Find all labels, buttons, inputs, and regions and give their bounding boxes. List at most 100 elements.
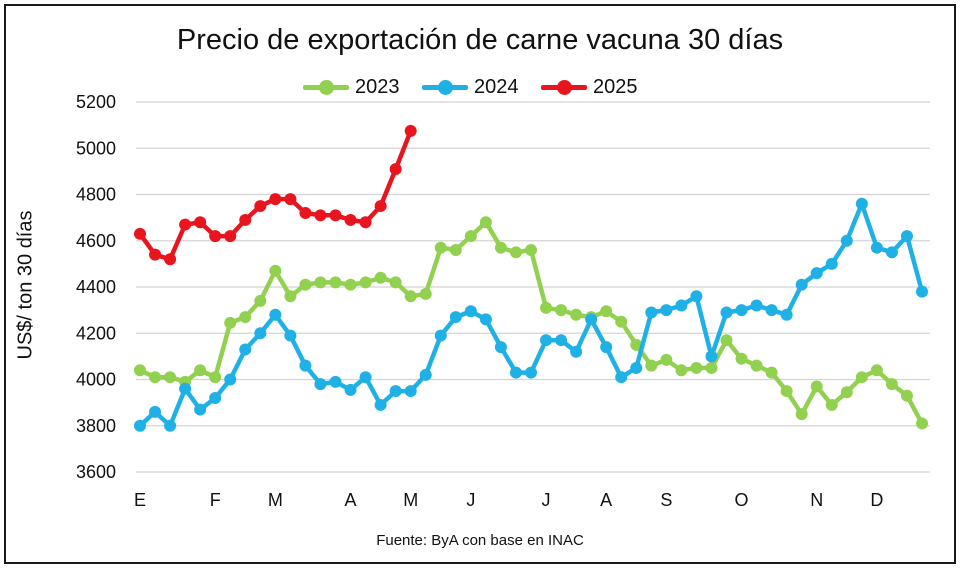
data-point-2024: [540, 334, 553, 347]
data-point-2023: [464, 230, 477, 243]
data-point-2024: [840, 234, 853, 247]
data-point-2025: [404, 124, 417, 137]
data-point-2024: [630, 361, 643, 374]
data-point-2023: [720, 334, 733, 347]
data-point-2025: [209, 230, 222, 243]
data-point-2023: [239, 311, 252, 324]
data-point-2024: [224, 373, 237, 386]
data-point-2024: [750, 299, 763, 312]
data-point-2023: [164, 371, 177, 384]
data-point-2023: [825, 398, 838, 411]
data-point-2023: [570, 308, 583, 321]
data-point-2024: [855, 197, 868, 210]
legend-label-2023: 2023: [355, 75, 400, 98]
data-point-2025: [284, 193, 297, 206]
data-point-2024: [690, 290, 703, 303]
data-point-2023: [916, 417, 928, 430]
data-point-2025: [359, 216, 372, 229]
data-point-2024: [795, 278, 808, 291]
y-tick-label: 5200: [76, 92, 116, 112]
data-point-2023: [555, 304, 568, 317]
data-point-2023: [810, 380, 823, 393]
legend-swatch-2025: [541, 74, 587, 100]
data-point-2024: [284, 329, 297, 342]
data-point-2025: [239, 213, 252, 226]
data-point-2023: [630, 338, 643, 351]
data-point-2023: [344, 278, 357, 291]
data-point-2024: [720, 306, 733, 319]
data-point-2024: [149, 405, 162, 418]
data-point-2024: [209, 392, 222, 404]
data-point-2023: [359, 276, 372, 289]
data-point-2025: [314, 209, 327, 222]
data-point-2024: [449, 311, 462, 324]
data-point-2025: [344, 213, 357, 226]
data-point-2024: [810, 267, 823, 280]
data-point-2025: [194, 216, 207, 229]
data-point-2023: [795, 408, 808, 421]
data-point-2025: [134, 227, 146, 240]
x-tick-label: A: [600, 490, 612, 510]
data-point-2024: [600, 341, 613, 354]
data-point-2024: [825, 257, 838, 270]
data-point-2023: [900, 389, 913, 402]
legend-item-2024: 2024: [422, 74, 519, 100]
data-point-2024: [765, 304, 778, 317]
data-point-2023: [855, 371, 868, 384]
series-line-2024: [137, 201, 925, 429]
data-point-2023: [479, 216, 492, 229]
x-tick-label: M: [268, 490, 283, 510]
data-point-2024: [404, 385, 417, 398]
data-point-2023: [299, 278, 312, 291]
data-point-2024: [900, 230, 913, 243]
x-tick-label: F: [210, 490, 221, 510]
legend-label-2025: 2025: [593, 75, 638, 98]
chart-legend: 2023 2024 2025: [0, 74, 960, 100]
data-point-2024: [509, 366, 522, 379]
x-tick-label: D: [870, 490, 883, 510]
data-point-2025: [224, 230, 237, 243]
x-tick-label: E: [134, 490, 146, 510]
x-tick-label: N: [810, 490, 823, 510]
x-tick-label: A: [345, 490, 357, 510]
data-point-2023: [540, 301, 553, 314]
data-point-2024: [660, 304, 673, 317]
data-point-2023: [449, 244, 462, 256]
data-point-2023: [615, 315, 628, 328]
data-point-2024: [585, 313, 598, 326]
data-point-2023: [705, 361, 718, 374]
legend-swatch-2024: [422, 74, 468, 100]
data-point-2024: [239, 343, 252, 356]
data-point-2024: [780, 308, 793, 321]
data-point-2023: [750, 359, 763, 372]
y-tick-label: 5000: [76, 138, 116, 158]
data-point-2023: [329, 276, 342, 289]
data-point-2023: [389, 276, 402, 289]
data-point-2024: [705, 350, 718, 363]
data-point-2024: [134, 419, 146, 432]
chart-title: Precio de exportación de carne vacuna 30…: [176, 24, 784, 56]
data-point-2023: [660, 353, 673, 366]
data-point-2024: [254, 327, 267, 340]
data-point-2023: [194, 364, 207, 377]
source-note: Fuente: ByA con base en INAC: [376, 532, 584, 549]
data-point-2025: [254, 200, 267, 213]
data-point-2024: [885, 246, 898, 259]
data-point-2023: [434, 241, 447, 254]
x-tick-label: M: [403, 490, 418, 510]
y-tick-label: 3800: [76, 416, 116, 436]
y-tick-label: 4400: [76, 277, 116, 297]
data-point-2024: [494, 341, 507, 354]
data-point-2023: [254, 294, 267, 307]
data-point-2023: [780, 385, 793, 398]
data-point-2023: [419, 287, 432, 300]
data-point-2025: [389, 163, 402, 176]
data-point-2024: [344, 383, 357, 396]
data-point-2024: [419, 368, 432, 381]
data-point-2025: [269, 193, 282, 206]
x-tick-label: S: [660, 490, 672, 510]
data-point-2023: [885, 378, 898, 391]
data-point-2023: [765, 366, 778, 379]
x-tick-label: J: [466, 490, 475, 510]
y-tick-label: 4000: [76, 370, 116, 390]
